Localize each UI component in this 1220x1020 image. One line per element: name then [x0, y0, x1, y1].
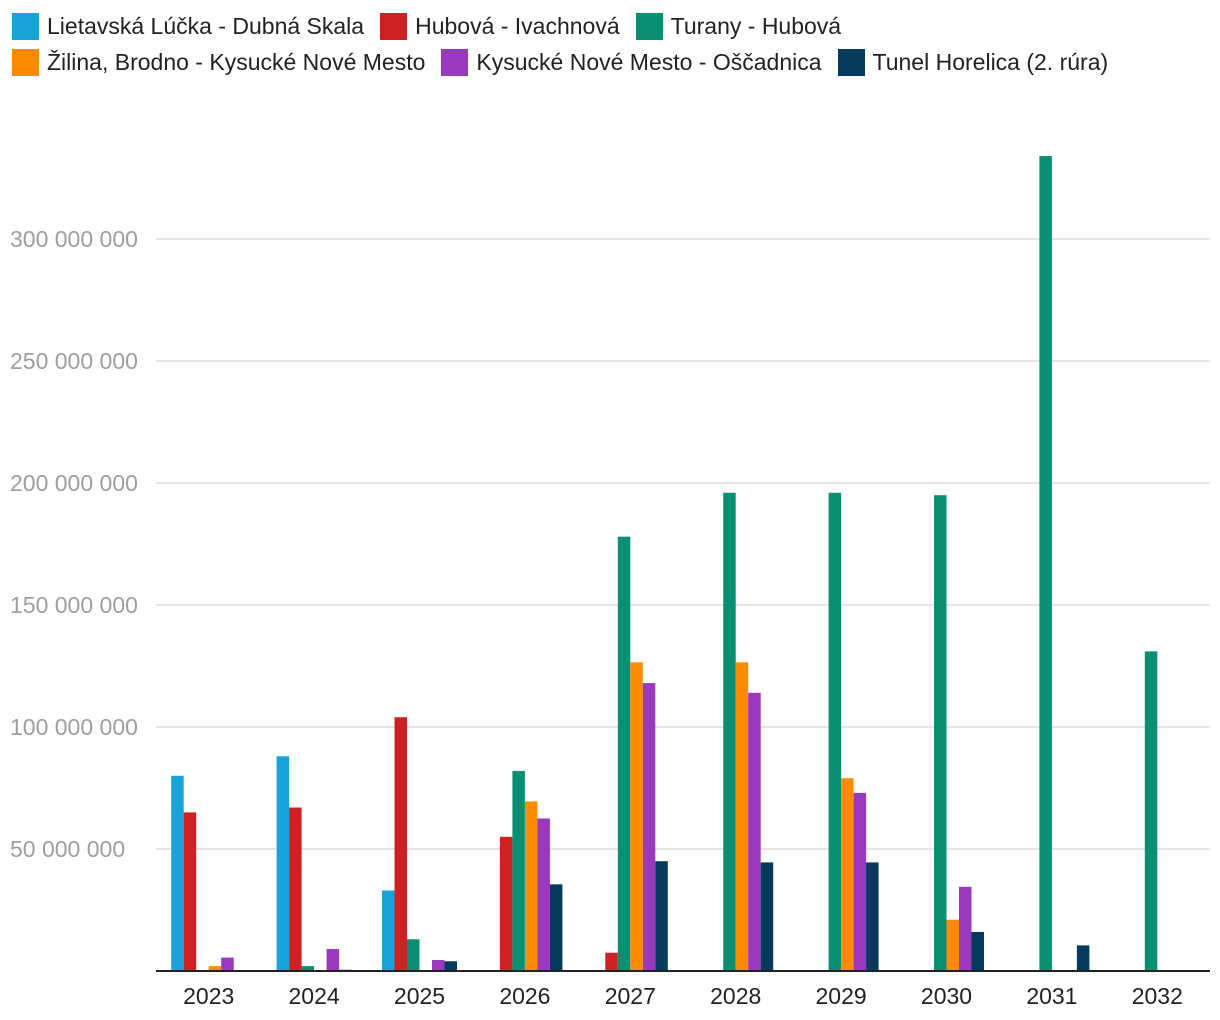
bar-2024-series-2	[289, 807, 302, 971]
legend-label: Turany - Hubová	[670, 12, 842, 39]
x-tick-label: 2027	[605, 983, 656, 1009]
bar-2030-series-4	[946, 919, 959, 971]
bar-2026-series-5	[537, 818, 550, 971]
legend-label: Hubová - Ivachnová	[415, 12, 620, 39]
legend-row: Žilina, Brodno - Kysucké Nové Mesto Kysu…	[12, 44, 1212, 80]
chart-legend: Lietavská Lúčka - Dubná Skala Hubová - I…	[12, 8, 1212, 80]
bar-2025-series-6	[444, 961, 457, 971]
bar-2025-series-1	[382, 890, 395, 971]
x-tick-label: 2031	[1026, 983, 1077, 1009]
bar-2024-series-1	[276, 756, 290, 971]
legend-label: Tunel Horelica (2. rúra)	[872, 48, 1109, 75]
bar-2029-series-3	[828, 492, 842, 971]
legend-item-kysucke-nove-mesto-oscadnica[interactable]: Kysucké Nové Mesto - Oščadnica	[441, 48, 822, 76]
x-tick-label: 2028	[710, 983, 761, 1009]
x-tick-label: 2023	[183, 983, 234, 1009]
legend-swatch	[12, 12, 39, 40]
bar-2027-series-3	[617, 536, 631, 971]
bar-2025-series-5	[432, 960, 445, 971]
bar-2029-series-4	[841, 778, 854, 971]
x-tick-label: 2029	[816, 983, 867, 1009]
bar-2028-series-3	[723, 492, 736, 971]
y-tick-label: 50 000 000	[10, 836, 125, 862]
y-tick-label: 150 000 000	[10, 592, 138, 618]
y-tick-label: 250 000 000	[10, 348, 138, 374]
legend-item-zilina-brodno-kysucke-nove-mesto[interactable]: Žilina, Brodno - Kysucké Nové Mesto	[12, 48, 426, 76]
bar-2023-series-4	[208, 966, 222, 971]
bar-2026-series-2	[499, 836, 513, 971]
x-tick-label: 2026	[499, 983, 550, 1009]
bar-2024-series-5	[326, 949, 340, 971]
legend-row: Lietavská Lúčka - Dubná Skala Hubová - I…	[12, 8, 1212, 44]
bar-2031-series-6	[1076, 945, 1090, 971]
bar-2026-series-6	[549, 884, 563, 971]
bar-2025-series-2	[394, 717, 407, 971]
legend-label: Kysucké Nové Mesto - Oščadnica	[476, 48, 822, 75]
bar-2029-series-6	[866, 862, 879, 971]
legend-item-hubova-ivachnova[interactable]: Hubová - Ivachnová	[380, 12, 620, 40]
bar-2028-series-4	[735, 662, 749, 971]
y-tick-label: 200 000 000	[10, 470, 138, 496]
bar-2031-series-3	[1039, 156, 1052, 972]
bar-2027-series-4	[630, 662, 643, 971]
bar-2028-series-6	[760, 862, 774, 971]
legend-swatch	[380, 12, 408, 40]
y-tick-label: 300 000 000	[10, 226, 138, 252]
legend-swatch	[635, 12, 663, 40]
y-tick-label: 100 000 000	[10, 714, 138, 740]
bar-2030-series-6	[971, 931, 984, 971]
x-tick-label: 2030	[921, 983, 972, 1009]
bar-2029-series-5	[853, 792, 867, 971]
legend-item-lietavska-lucka-dubna-skala[interactable]: Lietavská Lúčka - Dubná Skala	[12, 12, 365, 40]
legend-swatch	[12, 48, 39, 76]
legend-item-turany-hubova[interactable]: Turany - Hubová	[635, 12, 842, 40]
bar-2027-series-5	[642, 683, 656, 971]
bar-2023-series-1	[171, 775, 184, 971]
legend-swatch	[441, 48, 469, 76]
x-tick-label: 2032	[1132, 983, 1183, 1009]
bar-2027-series-2	[605, 952, 618, 971]
legend-label: Žilina, Brodno - Kysucké Nové Mesto	[47, 48, 426, 75]
bar-2030-series-3	[934, 495, 947, 971]
x-tick-label: 2025	[394, 983, 445, 1009]
bar-2027-series-6	[655, 861, 668, 971]
legend-item-tunel-horelica[interactable]: Tunel Horelica (2. rúra)	[837, 48, 1109, 76]
bar-2024-series-3	[301, 966, 315, 971]
bar-2023-series-2	[183, 812, 197, 971]
bar-2025-series-3	[407, 939, 420, 971]
bar-2032-series-3	[1144, 651, 1158, 971]
legend-label: Lietavská Lúčka - Dubná Skala	[47, 12, 365, 39]
bar-2026-series-3	[512, 770, 525, 971]
bar-2026-series-4	[524, 801, 538, 971]
bar-2028-series-5	[748, 692, 761, 971]
bar-2023-series-5	[221, 957, 234, 971]
legend-swatch	[837, 48, 865, 76]
x-tick-label: 2024	[289, 983, 340, 1009]
bar-2030-series-5	[959, 886, 972, 971]
